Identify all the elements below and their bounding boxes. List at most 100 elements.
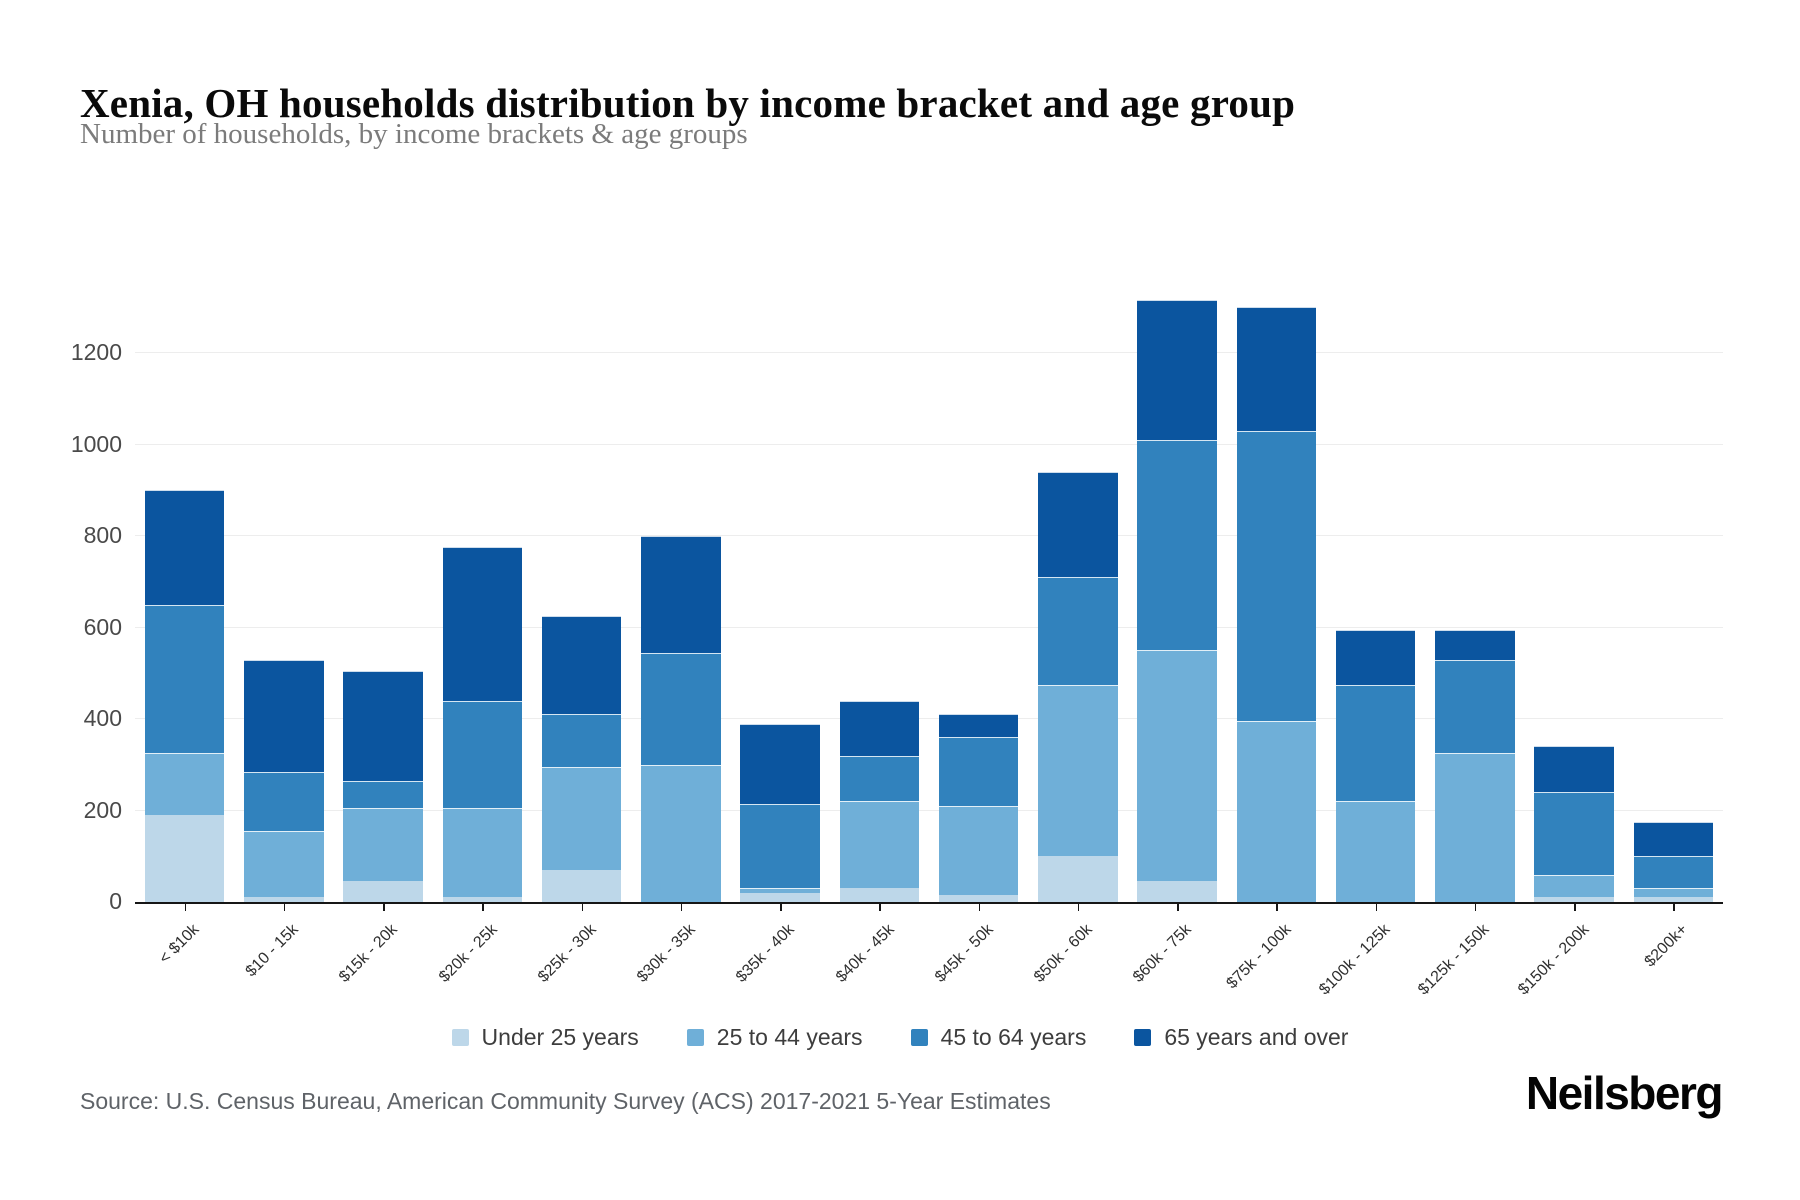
- bar--40k-45k: [839, 700, 920, 902]
- legend-label: Under 25 years: [481, 1023, 639, 1050]
- bar-group-2: [234, 253, 333, 902]
- x-tick-label: $20k - 25k: [435, 921, 501, 986]
- bar-group-5: [532, 253, 631, 902]
- bar-group-7: [731, 253, 830, 902]
- segment-25-to-44-years: [244, 831, 324, 898]
- y-axis: 0 200 400 600 800 1000 1200: [0, 253, 125, 913]
- segment-25-to-44-years: [442, 808, 523, 898]
- segment-65-years-and-over: [1435, 629, 1515, 660]
- segment-65-years-and-over: [938, 714, 1019, 738]
- legend-item-25-to-44-years[interactable]: 25 to 44 years: [686, 1024, 863, 1051]
- segment-under-25-years: [740, 892, 820, 902]
- segment-25-to-44-years: [1633, 888, 1714, 898]
- segment-under-25-years: [1137, 881, 1217, 902]
- legend-item-45-to-64-years[interactable]: 45 to 64 years: [910, 1024, 1086, 1051]
- segment-45-to-64-years: [1236, 430, 1317, 722]
- y-tick-label-400: 400: [83, 705, 122, 731]
- segment-under-25-years: [343, 881, 423, 902]
- bar--10k: [144, 490, 225, 902]
- x-tick-label: $30k - 35k: [634, 921, 699, 986]
- segment-65-years-and-over: [144, 490, 225, 605]
- x-tick-label: $50k - 60k: [1031, 921, 1096, 986]
- segment-under-25-years: [1038, 856, 1118, 902]
- segment-under-25-years: [1633, 897, 1714, 902]
- x-tick: [1375, 904, 1378, 911]
- gridline-600: [135, 626, 1723, 628]
- bar-group-8: [830, 253, 929, 902]
- segment-25-to-44-years: [1038, 684, 1118, 857]
- bar-group-12: [1227, 253, 1326, 902]
- plot-area: [135, 253, 1723, 904]
- gridline-400: [135, 718, 1723, 719]
- segment-25-to-44-years: [1335, 801, 1416, 902]
- bar-group-9: [929, 253, 1028, 902]
- x-tick-label: $25k - 30k: [534, 921, 600, 986]
- x-tick: [978, 904, 981, 911]
- segment-25-to-44-years: [1435, 753, 1515, 902]
- y-tick-label-600: 600: [83, 613, 122, 640]
- segment-65-years-and-over: [641, 536, 721, 653]
- bar--45k-50k: [938, 714, 1019, 902]
- x-tick-label: < $10k: [156, 921, 203, 968]
- segment-under-25-years: [144, 815, 225, 902]
- x-tick: [1673, 904, 1675, 911]
- y-tick-label-200: 200: [83, 796, 122, 823]
- segment-65-years-and-over: [541, 616, 622, 715]
- segment-25-to-44-years: [343, 808, 423, 882]
- legend-swatch: [451, 1028, 469, 1046]
- x-tick-label: $150k - 200k: [1514, 921, 1593, 999]
- segment-25-to-44-years: [1236, 721, 1317, 902]
- x-tick-label: $125k - 150k: [1415, 921, 1493, 999]
- bar--15k-20k: [343, 671, 423, 902]
- segment-25-to-44-years: [740, 888, 820, 893]
- segment-under-25-years: [839, 888, 920, 902]
- legend-swatch: [910, 1028, 928, 1046]
- segment-under-25-years: [1534, 897, 1614, 902]
- segment-65-years-and-over: [343, 671, 423, 781]
- segment-45-to-64-years: [144, 604, 225, 754]
- y-tick-label-1200: 1200: [70, 339, 122, 365]
- x-tick-label: $35k - 40k: [733, 921, 799, 986]
- segment-25-to-44-years: [144, 753, 225, 816]
- segment-65-years-and-over: [1534, 746, 1614, 793]
- segment-45-to-64-years: [343, 780, 423, 809]
- x-tick: [482, 904, 484, 911]
- segment-65-years-and-over: [1137, 300, 1217, 440]
- segment-45-to-64-years: [1435, 659, 1515, 754]
- gridline-1200: [135, 352, 1723, 353]
- legend: Under 25 years 25 to 44 years 45 to 64 yea…: [0, 1012, 1800, 1062]
- segment-65-years-and-over: [1633, 821, 1714, 857]
- chart-title: Xenia, OH households distribution by inc…: [80, 80, 1296, 127]
- x-tick: [780, 904, 782, 911]
- segment-65-years-and-over: [442, 547, 523, 701]
- x-tick: [383, 904, 385, 911]
- x-tick-label: $100k - 125k: [1316, 921, 1394, 999]
- segment-45-to-64-years: [442, 700, 523, 809]
- segment-45-to-64-years: [541, 714, 622, 768]
- segment-45-to-64-years: [740, 803, 820, 889]
- bar--10-15k: [244, 659, 324, 902]
- bar--75k-100k: [1236, 307, 1317, 902]
- segment-45-to-64-years: [938, 737, 1019, 806]
- x-tick: [184, 904, 187, 911]
- y-tick-label-800: 800: [83, 522, 122, 548]
- x-tick-label: $45k - 50k: [931, 921, 997, 986]
- segment-45-to-64-years: [1137, 439, 1217, 651]
- bar--125k-150k: [1435, 629, 1515, 902]
- x-tick: [680, 904, 683, 911]
- segment-25-to-44-years: [839, 801, 920, 889]
- segment-25-to-44-years: [541, 767, 622, 870]
- legend-item-under-25-years[interactable]: Under 25 years: [451, 1023, 639, 1051]
- bar-group-15: [1525, 253, 1624, 902]
- y-tick-label-0: 0: [109, 888, 122, 914]
- segment-45-to-64-years: [1038, 577, 1118, 685]
- bar--60k-75k: [1137, 300, 1217, 902]
- segment-45-to-64-years: [839, 755, 920, 802]
- segment-65-years-and-over: [740, 723, 820, 804]
- x-tick-label: $75k - 100k: [1223, 921, 1295, 993]
- brand-logo: Neilsberg: [1525, 1067, 1724, 1119]
- x-tick: [879, 904, 881, 911]
- bar--30k-35k: [641, 536, 721, 902]
- legend-item-65-years-and-over[interactable]: 65 years and over: [1134, 1024, 1348, 1051]
- segment-45-to-64-years: [1633, 856, 1714, 889]
